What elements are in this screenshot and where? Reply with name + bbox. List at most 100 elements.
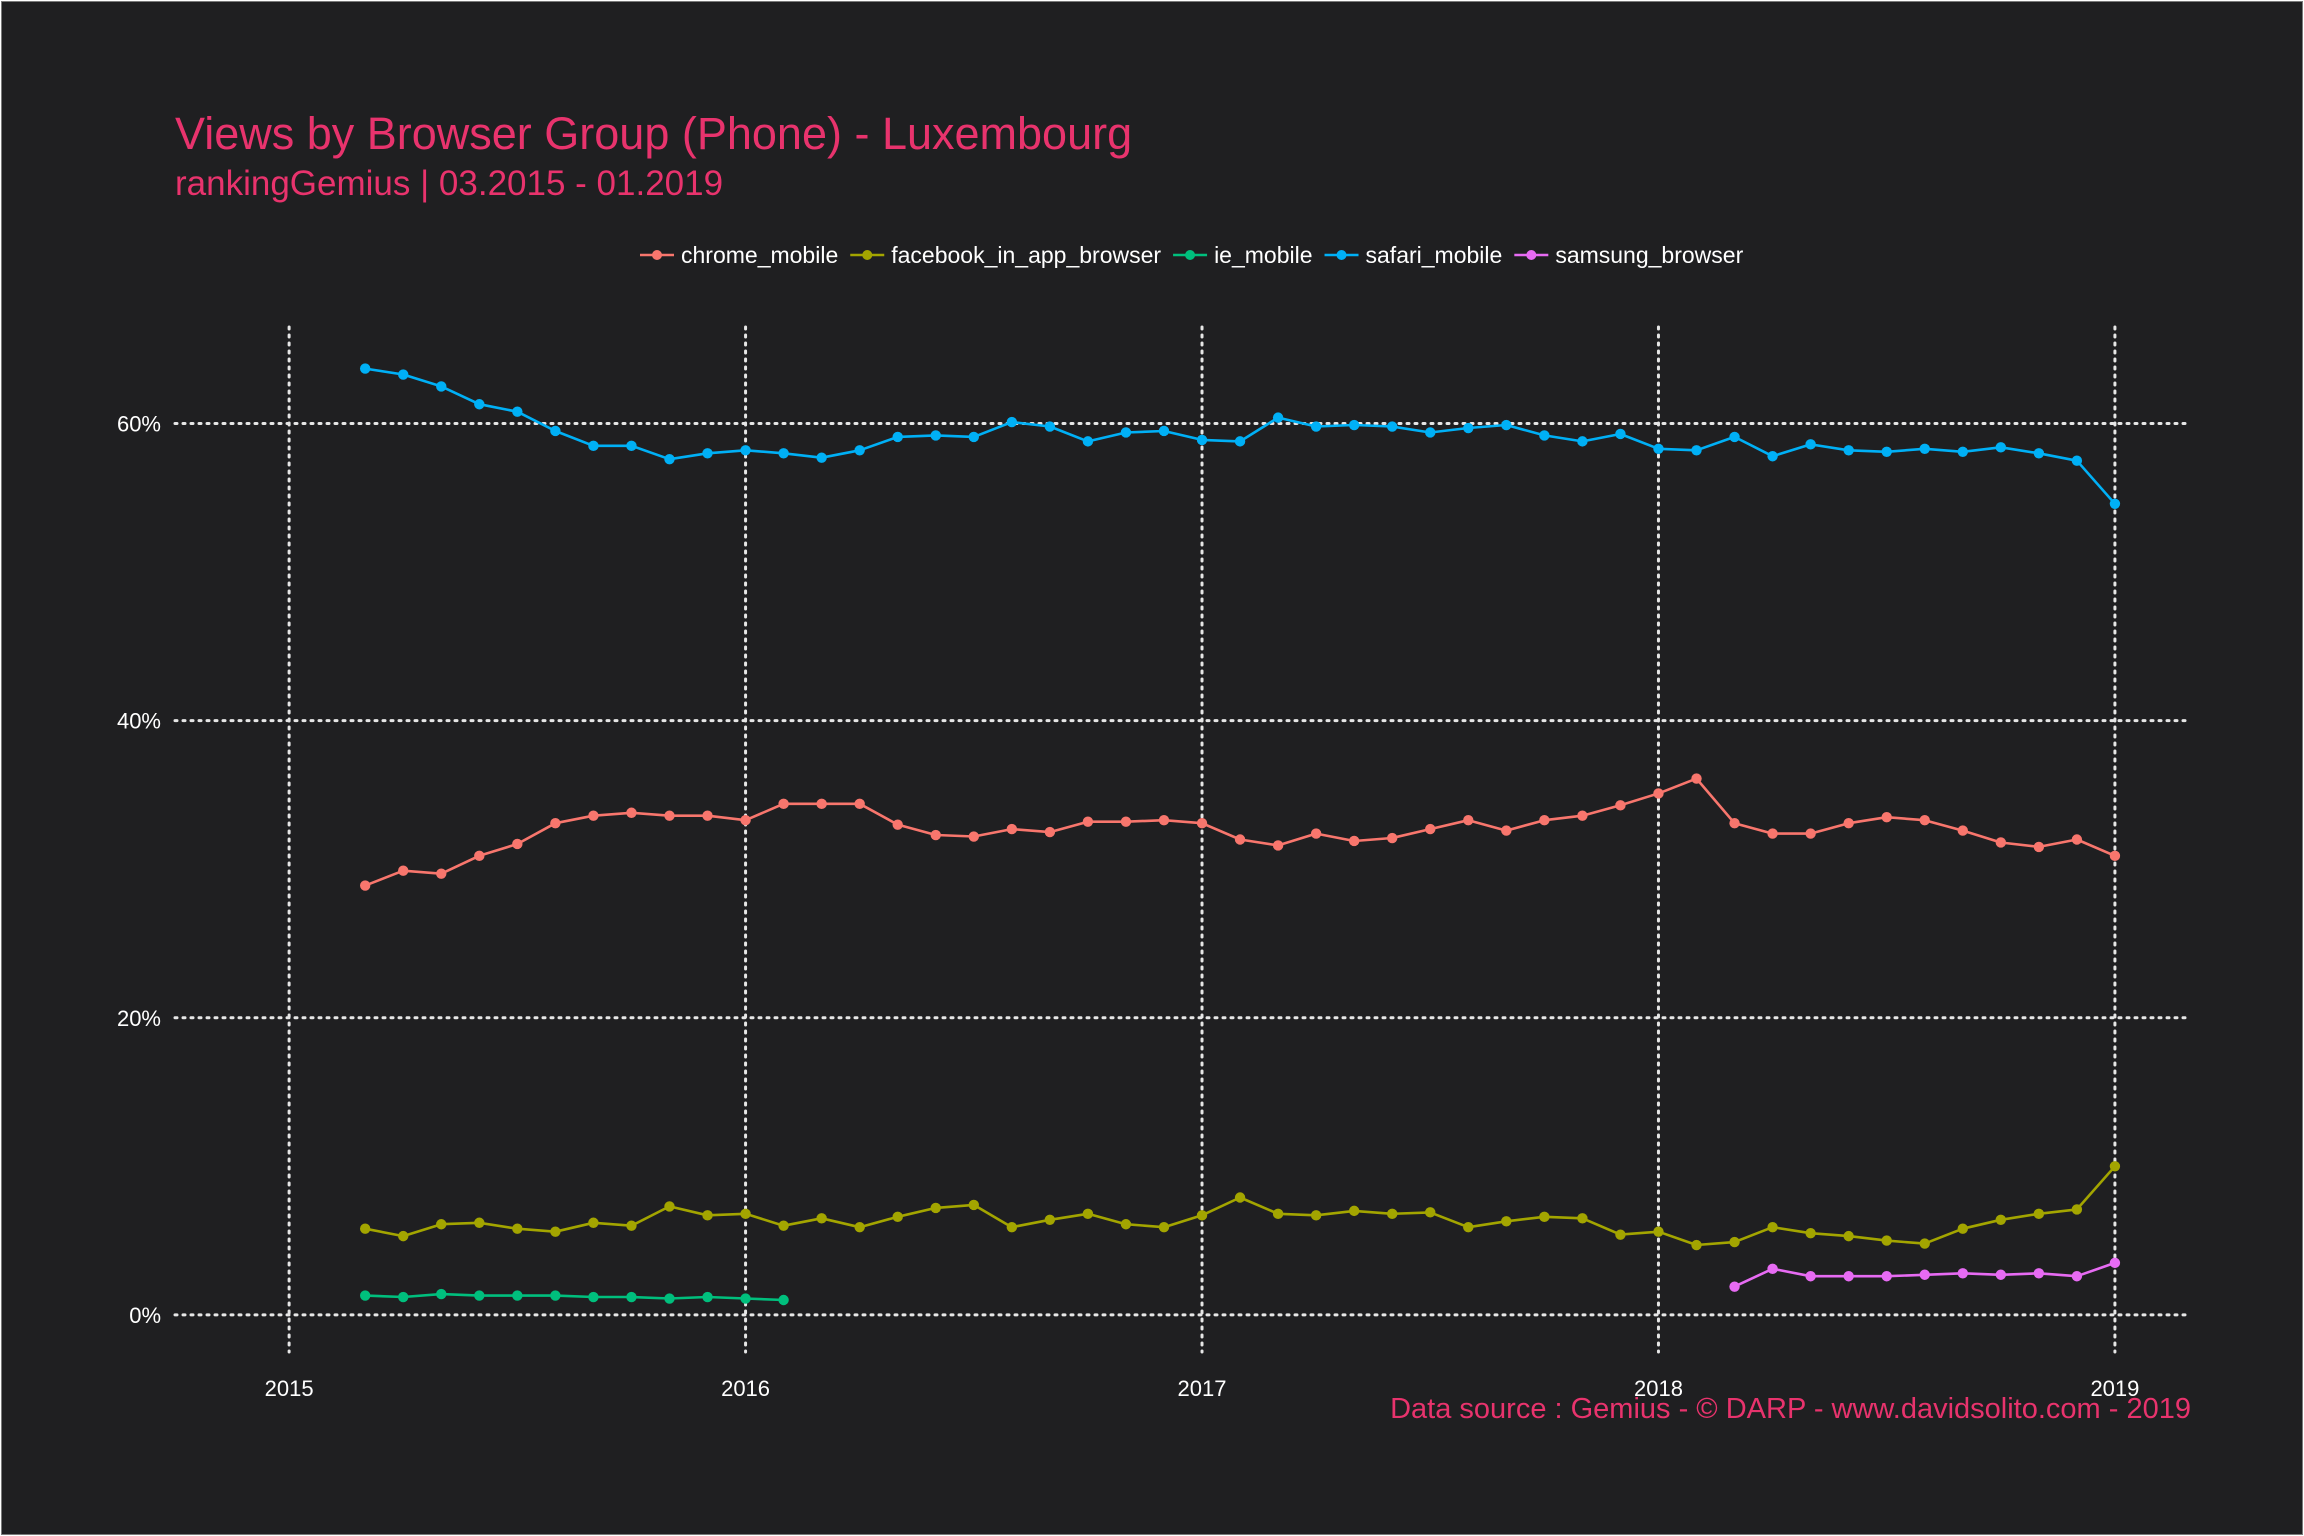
data-point <box>512 838 523 850</box>
data-point <box>436 1219 447 1230</box>
data-point <box>1805 828 1816 839</box>
data-point <box>854 1222 865 1233</box>
data-point <box>1310 1210 1322 1221</box>
data-point <box>588 1217 599 1228</box>
data-point <box>740 814 751 826</box>
data-point <box>1729 1236 1740 1248</box>
data-point <box>512 406 523 417</box>
data-point <box>2033 448 2045 459</box>
data-point <box>892 1211 903 1223</box>
data-point <box>436 868 447 879</box>
data-point <box>1767 451 1778 462</box>
data-point <box>550 817 561 829</box>
data-point <box>702 810 713 821</box>
chart-subtitle: rankingGemius | 03.2015 - 01.2019 <box>175 164 723 203</box>
data-point <box>778 798 789 810</box>
data-point <box>1615 1229 1626 1240</box>
series-samsung_browser <box>1729 1257 2121 1292</box>
data-point <box>930 1202 941 1214</box>
legend-label: safari_mobile <box>1366 242 1503 268</box>
data-point <box>626 1291 637 1303</box>
data-point <box>1158 814 1170 826</box>
data-point <box>1006 1222 1018 1233</box>
data-point <box>2071 455 2083 466</box>
legend-item-safari_mobile: safari_mobile <box>1324 242 1503 268</box>
data-point <box>1387 421 1398 432</box>
legend-item-ie_mobile: ie_mobile <box>1173 242 1313 268</box>
data-point <box>359 1290 371 1301</box>
data-point <box>930 430 941 441</box>
data-point <box>1653 1226 1664 1237</box>
data-point <box>1881 1271 1892 1282</box>
data-point <box>1272 1208 1284 1220</box>
data-point <box>1501 419 1512 431</box>
data-point <box>778 1294 789 1306</box>
legend-key-point <box>1185 250 1196 260</box>
series-facebook_in_app_browser <box>359 1161 2121 1251</box>
series-ie_mobile <box>359 1288 789 1306</box>
data-point <box>626 440 637 452</box>
series-layer <box>359 363 2121 1306</box>
data-point <box>1501 1216 1512 1227</box>
data-point <box>1919 1238 1930 1249</box>
data-point <box>1919 1269 1930 1280</box>
y-tick-label: 60% <box>117 412 161 437</box>
data-point <box>588 440 599 452</box>
data-point <box>1729 817 1740 829</box>
data-point <box>1653 788 1664 799</box>
data-point <box>359 1223 371 1234</box>
data-point <box>1006 416 1018 428</box>
data-point <box>854 798 865 810</box>
data-point <box>1463 814 1474 826</box>
data-point <box>1348 1205 1360 1217</box>
data-point <box>1158 1222 1170 1233</box>
data-point <box>2071 1271 2083 1282</box>
series-chrome_mobile <box>359 773 2121 891</box>
series-line <box>364 777 2116 887</box>
data-point <box>1957 1223 1968 1234</box>
data-point <box>664 810 675 821</box>
data-point <box>1272 840 1284 851</box>
x-tick-label: 2017 <box>1178 1376 1227 1401</box>
series-safari_mobile <box>359 363 2121 509</box>
data-point <box>1615 800 1626 811</box>
data-point <box>1843 1271 1854 1282</box>
data-point <box>1082 816 1094 827</box>
data-point <box>2071 834 2083 845</box>
data-point <box>1995 837 2007 848</box>
legend-key-point <box>652 250 662 260</box>
y-tick-label: 20% <box>117 1006 161 1031</box>
data-point <box>1691 445 1702 456</box>
data-point <box>436 1288 447 1300</box>
data-point <box>550 1226 561 1237</box>
data-point <box>1577 1213 1588 1224</box>
x-tick-label: 2018 <box>1634 1376 1683 1401</box>
legend-item-samsung_browser: samsung_browser <box>1514 242 1744 268</box>
data-point <box>1463 1222 1474 1233</box>
data-point <box>1805 439 1816 450</box>
data-point <box>778 1220 789 1231</box>
y-axis-ticks: 0% 20% 40% 60% <box>117 412 161 1328</box>
x-tick-label: 2015 <box>265 1376 314 1401</box>
data-point <box>398 1230 409 1242</box>
data-point <box>1196 434 1208 446</box>
data-point <box>1539 814 1550 826</box>
data-point <box>854 445 865 456</box>
data-point <box>740 1208 751 1220</box>
data-point <box>1044 421 1056 432</box>
data-point <box>2109 498 2121 509</box>
data-point <box>1387 1208 1398 1220</box>
data-point <box>474 1290 485 1301</box>
data-point <box>398 1291 409 1303</box>
data-point <box>1805 1271 1816 1282</box>
legend-item-facebook_in_app_browser: facebook_in_app_browser <box>850 242 1161 268</box>
data-point <box>1957 825 1968 836</box>
data-point <box>1995 1269 2007 1280</box>
data-point <box>474 850 485 862</box>
data-point <box>968 431 979 443</box>
data-point <box>1234 436 1246 447</box>
data-point <box>1919 443 1930 455</box>
data-point <box>702 448 713 459</box>
